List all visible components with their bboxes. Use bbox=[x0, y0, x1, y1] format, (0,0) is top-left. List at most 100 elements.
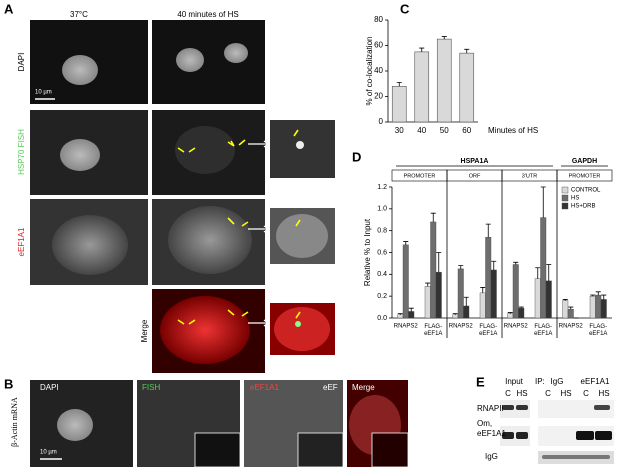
x-tick-label: FLAG-eEF1A bbox=[534, 324, 552, 337]
error-bar bbox=[441, 36, 447, 40]
bar bbox=[424, 286, 431, 319]
bar bbox=[479, 292, 486, 319]
header: IP: bbox=[535, 377, 545, 386]
panel-label: E bbox=[476, 374, 485, 389]
y-tick-label: 0.4 bbox=[377, 271, 387, 278]
x-tick-label: 50 bbox=[440, 126, 449, 135]
error-bar bbox=[403, 241, 409, 245]
bar bbox=[452, 314, 459, 319]
bar bbox=[540, 217, 547, 319]
error-bar bbox=[595, 291, 601, 296]
y-tick-label: 0.8 bbox=[377, 228, 387, 235]
header: IgG bbox=[551, 377, 564, 386]
legend-swatch bbox=[561, 186, 569, 194]
bar bbox=[408, 311, 415, 319]
bar bbox=[402, 244, 409, 319]
bar bbox=[562, 300, 569, 319]
bar bbox=[430, 221, 437, 319]
y-tick-label: 40 bbox=[374, 66, 383, 75]
side-label: β-Actin mRNA bbox=[10, 397, 19, 447]
error-bar bbox=[513, 261, 519, 265]
row-label: IgG bbox=[485, 452, 498, 461]
error-bar bbox=[464, 48, 470, 54]
error-bar bbox=[452, 313, 458, 315]
error-bar bbox=[518, 306, 524, 309]
x-tick-label: RNAPS2 bbox=[394, 324, 419, 330]
y-axis-label: % of co-localization bbox=[365, 37, 374, 106]
error-bar bbox=[430, 212, 436, 222]
lane-label: HS bbox=[560, 389, 571, 398]
row-label: Merge bbox=[140, 319, 149, 342]
panel-a: 37°C 40 minutes of HS DAPI HSP70 FISH eE… bbox=[17, 10, 335, 373]
row-label: eEF1A1 bbox=[477, 429, 506, 438]
error-bar bbox=[546, 264, 552, 281]
channel-label: FISH bbox=[142, 383, 160, 392]
group-label: GAPDH bbox=[572, 158, 597, 165]
bar bbox=[512, 264, 519, 319]
bar bbox=[545, 280, 552, 319]
x-axis-label: Minutes of HS bbox=[488, 126, 538, 135]
bar bbox=[595, 294, 602, 319]
lane-label: C bbox=[505, 389, 511, 398]
error-bar bbox=[436, 252, 442, 273]
channel-label: eEF1A1 bbox=[250, 383, 279, 392]
error-bar bbox=[463, 296, 469, 306]
region-label: PROMOTER bbox=[404, 173, 436, 179]
error-bar bbox=[408, 307, 414, 312]
bar bbox=[589, 295, 596, 319]
error-bar bbox=[425, 282, 431, 287]
bar bbox=[507, 313, 514, 319]
legend-swatch bbox=[561, 194, 569, 202]
column-label: 37°C bbox=[70, 10, 88, 19]
panel-b: β-Actin mRNA DAPI FISH eEF1A1 eEF Merge … bbox=[10, 380, 409, 468]
x-tick-label: FLAG-eEF1A bbox=[479, 324, 497, 337]
row-label: eEF1A1 bbox=[17, 227, 26, 256]
y-tick-label: 60 bbox=[374, 41, 383, 50]
error-bar bbox=[562, 299, 568, 301]
scale-bar-label: 10 µm bbox=[40, 450, 57, 456]
x-tick-label: RNAPS2 bbox=[449, 324, 474, 330]
error-bar bbox=[535, 267, 541, 279]
error-bar bbox=[491, 260, 497, 270]
y-tick-label: 80 bbox=[374, 15, 383, 24]
row-label: Om, bbox=[477, 419, 492, 428]
error-bar bbox=[540, 186, 546, 218]
bar bbox=[391, 86, 407, 123]
panel-label: D bbox=[352, 149, 361, 164]
y-tick-label: 20 bbox=[374, 92, 383, 101]
error-bar bbox=[397, 313, 403, 315]
bar bbox=[534, 278, 541, 319]
row-label: DAPI bbox=[17, 53, 26, 72]
legend-label: CONTROL bbox=[571, 188, 601, 194]
column-label: 40 minutes of HS bbox=[177, 10, 238, 19]
row-label: HSP70 FISH bbox=[17, 129, 26, 175]
panel-label: C bbox=[400, 1, 410, 16]
region-label: ORF bbox=[469, 173, 481, 179]
y-tick-label: 1.2 bbox=[377, 184, 387, 191]
lane-label: HS bbox=[516, 389, 527, 398]
bar bbox=[490, 269, 497, 319]
channel-label: Merge bbox=[352, 383, 375, 392]
x-tick-label: 60 bbox=[462, 126, 471, 135]
y-tick-label: 0 bbox=[379, 117, 384, 126]
panel-label: A bbox=[4, 1, 14, 16]
legend-label: HS bbox=[571, 196, 579, 202]
y-tick-label: 0.2 bbox=[377, 293, 387, 300]
y-tick-label: 0.0 bbox=[377, 315, 387, 322]
lane-label: C bbox=[583, 389, 589, 398]
y-tick-label: 1.0 bbox=[377, 206, 387, 213]
channel-label: eEF bbox=[323, 383, 338, 392]
error-bar bbox=[480, 287, 486, 293]
bar bbox=[414, 51, 430, 123]
group-label: HSPA1A bbox=[461, 158, 489, 165]
x-tick-label: RNAPS2 bbox=[504, 324, 529, 330]
bar bbox=[600, 299, 607, 319]
x-tick-label: RNAPS2 bbox=[559, 324, 584, 330]
lane-label: HS bbox=[598, 389, 609, 398]
header: eEF1A1 bbox=[581, 377, 610, 386]
legend-swatch bbox=[561, 202, 569, 210]
x-tick-label: FLAG-eEF1A bbox=[424, 324, 442, 337]
y-tick-label: 0.6 bbox=[377, 249, 387, 256]
lane-label: C bbox=[545, 389, 551, 398]
